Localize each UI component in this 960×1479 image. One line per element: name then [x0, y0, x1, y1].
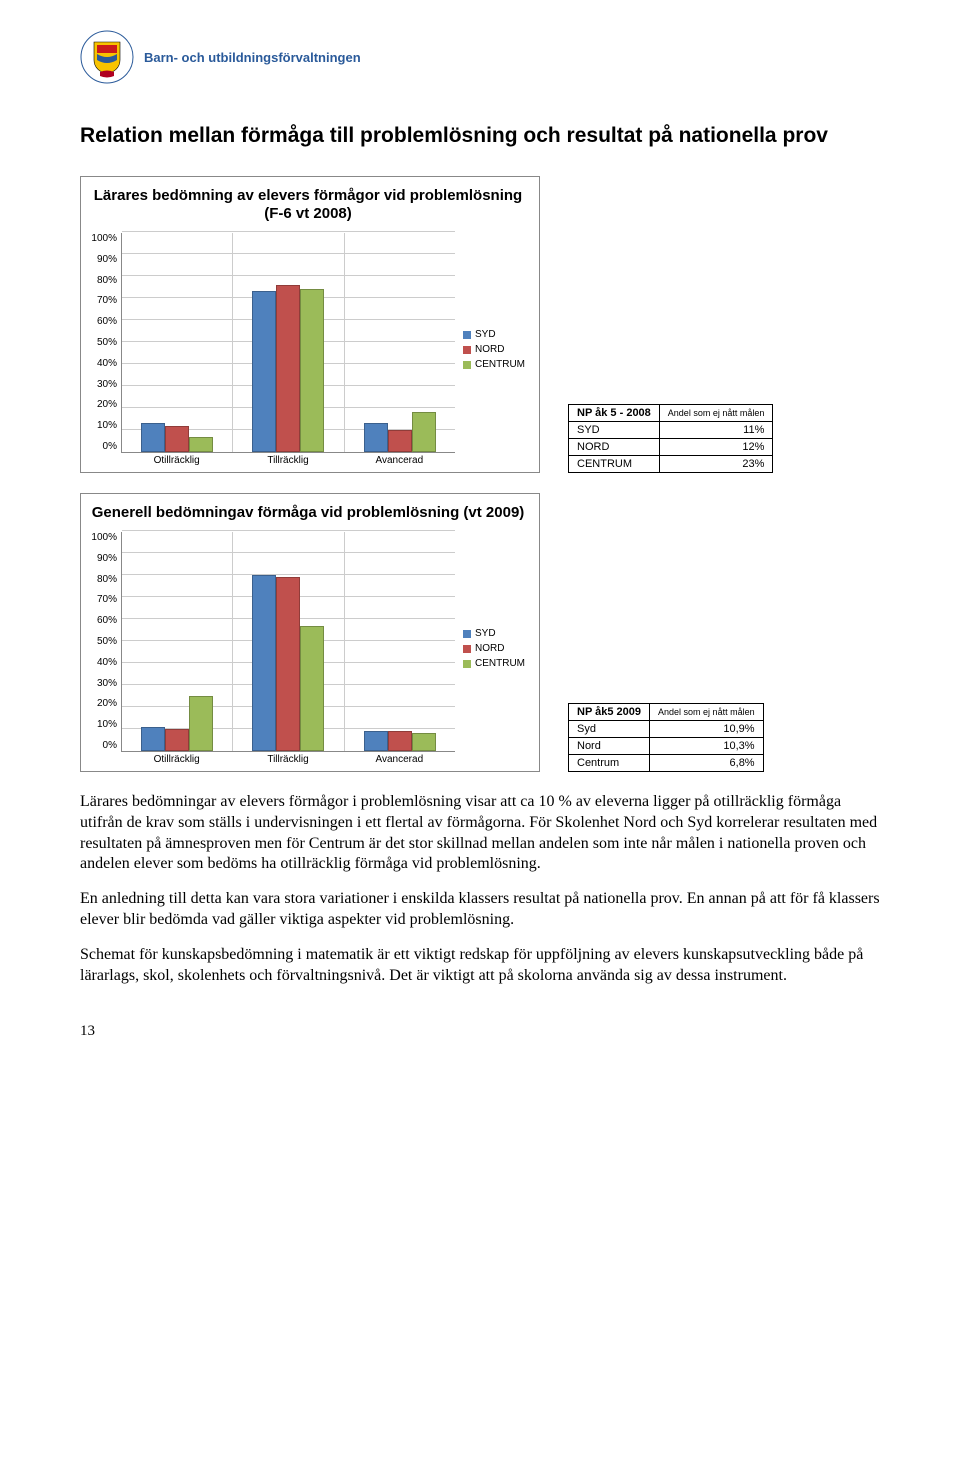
legend-item: SYD [463, 628, 529, 639]
legend-label: CENTRUM [475, 359, 525, 370]
legend-swatch-icon [463, 361, 471, 369]
chart1-row: Lärares bedömning av elevers förmågor vi… [80, 176, 880, 473]
table-row-value: 12% [659, 439, 773, 456]
chart2-x-labels: OtillräckligTillräckligAvancerad [121, 754, 455, 765]
legend-item: CENTRUM [463, 359, 529, 370]
table2-header-left: NP åk5 2009 [569, 704, 650, 721]
paragraph-2: En anledning till detta kan vara stora v… [80, 889, 880, 931]
table-row-label: NORD [569, 439, 660, 456]
page-title: Relation mellan förmåga till problemlösn… [80, 124, 880, 148]
legend-swatch-icon [463, 645, 471, 653]
chart2-title: Generell bedömningav förmåga vid problem… [87, 504, 529, 522]
chart-bar [141, 727, 165, 751]
np-table-2008: NP åk 5 - 2008 Andel som ej nått målen S… [568, 404, 773, 473]
table-row-label: Syd [569, 721, 650, 738]
table-row-label: Centrum [569, 755, 650, 772]
chart-bar [364, 731, 388, 751]
legend-swatch-icon [463, 331, 471, 339]
np-table-2009: NP åk5 2009 Andel som ej nått målen Syd1… [568, 703, 764, 772]
table2-header-right: Andel som ej nått målen [650, 704, 764, 721]
table2-wrap: NP åk5 2009 Andel som ej nått målen Syd1… [568, 703, 764, 772]
table1-wrap: NP åk 5 - 2008 Andel som ej nått målen S… [568, 404, 773, 473]
page-header: Barn- och utbildningsförvaltningen [80, 30, 880, 84]
legend-item: CENTRUM [463, 658, 529, 669]
chart-bar [388, 731, 412, 751]
chart-bar [252, 291, 276, 452]
legend-swatch-icon [463, 346, 471, 354]
table1-header-left: NP åk 5 - 2008 [569, 405, 660, 422]
paragraph-1: Lärares bedömningar av elevers förmågor … [80, 792, 880, 875]
chart-bar [300, 626, 324, 751]
municipality-logo-icon [80, 30, 134, 84]
chart-bar [364, 423, 388, 452]
legend-label: SYD [475, 329, 496, 340]
chart-category [345, 532, 455, 751]
legend-label: SYD [475, 628, 496, 639]
chart-bar [300, 289, 324, 452]
chart1-box: Lärares bedömning av elevers förmågor vi… [80, 176, 540, 473]
legend-item: SYD [463, 329, 529, 340]
legend-label: NORD [475, 344, 504, 355]
table-row-label: CENTRUM [569, 456, 660, 473]
chart-category [233, 532, 344, 751]
chart-bar [165, 729, 189, 751]
chart-bar [276, 285, 300, 452]
table-row-value: 23% [659, 456, 773, 473]
chart-bar [388, 430, 412, 452]
chart1-legend: SYD NORD CENTRUM [459, 233, 529, 466]
table1-header-right: Andel som ej nått målen [659, 405, 773, 422]
chart2-plot [121, 532, 455, 752]
table-row-label: SYD [569, 422, 660, 439]
legend-swatch-icon [463, 660, 471, 668]
chart-bar [165, 426, 189, 452]
chart-bar [276, 577, 300, 751]
chart-bar [252, 575, 276, 751]
chart2-row: Generell bedömningav förmåga vid problem… [80, 493, 880, 772]
table-row-value: 10,3% [650, 738, 764, 755]
chart-bar [141, 423, 165, 452]
chart-bar [189, 437, 213, 452]
table-row-value: 10,9% [650, 721, 764, 738]
paragraph-3: Schemat för kunskapsbedömning i matemati… [80, 945, 880, 987]
chart1-x-labels: OtillräckligTillräckligAvancerad [121, 455, 455, 466]
chart-bar [189, 696, 213, 751]
legend-item: NORD [463, 344, 529, 355]
table-row-label: Nord [569, 738, 650, 755]
legend-label: CENTRUM [475, 658, 525, 669]
chart-category [233, 233, 344, 452]
chart2-legend: SYD NORD CENTRUM [459, 532, 529, 765]
chart2-y-axis: 100%90%80%70%60%50%40%30%20%10%0% [87, 532, 117, 765]
org-name: Barn- och utbildningsförvaltningen [144, 50, 361, 65]
chart-bar [412, 733, 436, 751]
table-row-value: 6,8% [650, 755, 764, 772]
legend-swatch-icon [463, 630, 471, 638]
legend-item: NORD [463, 643, 529, 654]
chart1-plot [121, 233, 455, 453]
chart-bar [412, 412, 436, 452]
chart1-y-axis: 100%90%80%70%60%50%40%30%20%10%0% [87, 233, 117, 466]
table-row-value: 11% [659, 422, 773, 439]
chart1-title: Lärares bedömning av elevers förmågor vi… [87, 187, 529, 223]
chart-category [122, 532, 233, 751]
page-number: 13 [80, 1023, 95, 1040]
chart-category [122, 233, 233, 452]
legend-label: NORD [475, 643, 504, 654]
chart2-box: Generell bedömningav förmåga vid problem… [80, 493, 540, 772]
chart-category [345, 233, 455, 452]
